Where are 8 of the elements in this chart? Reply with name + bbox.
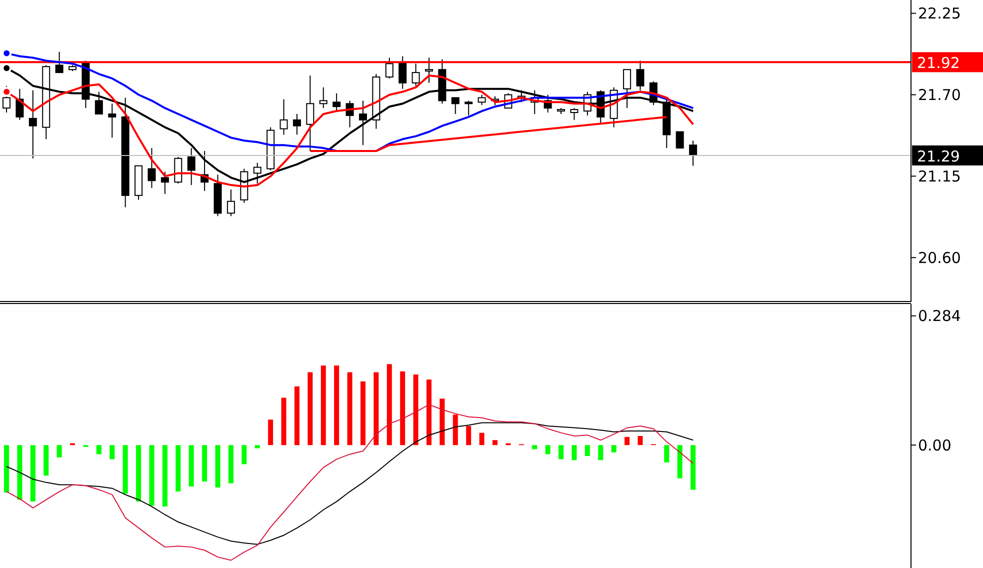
ref-line-label: 21.29 (917, 147, 960, 166)
y-tick-label: 0.00 (918, 436, 952, 454)
ref-line-label: 21.92 (917, 54, 960, 72)
y-tick-label: 0.284 (918, 307, 961, 326)
y-tick-label: 20.60 (918, 248, 961, 267)
y-tick-label: 21.15 (918, 167, 961, 186)
y-tick-label: 21.70 (918, 86, 961, 104)
y-tick-label: 22.25 (918, 4, 961, 23)
